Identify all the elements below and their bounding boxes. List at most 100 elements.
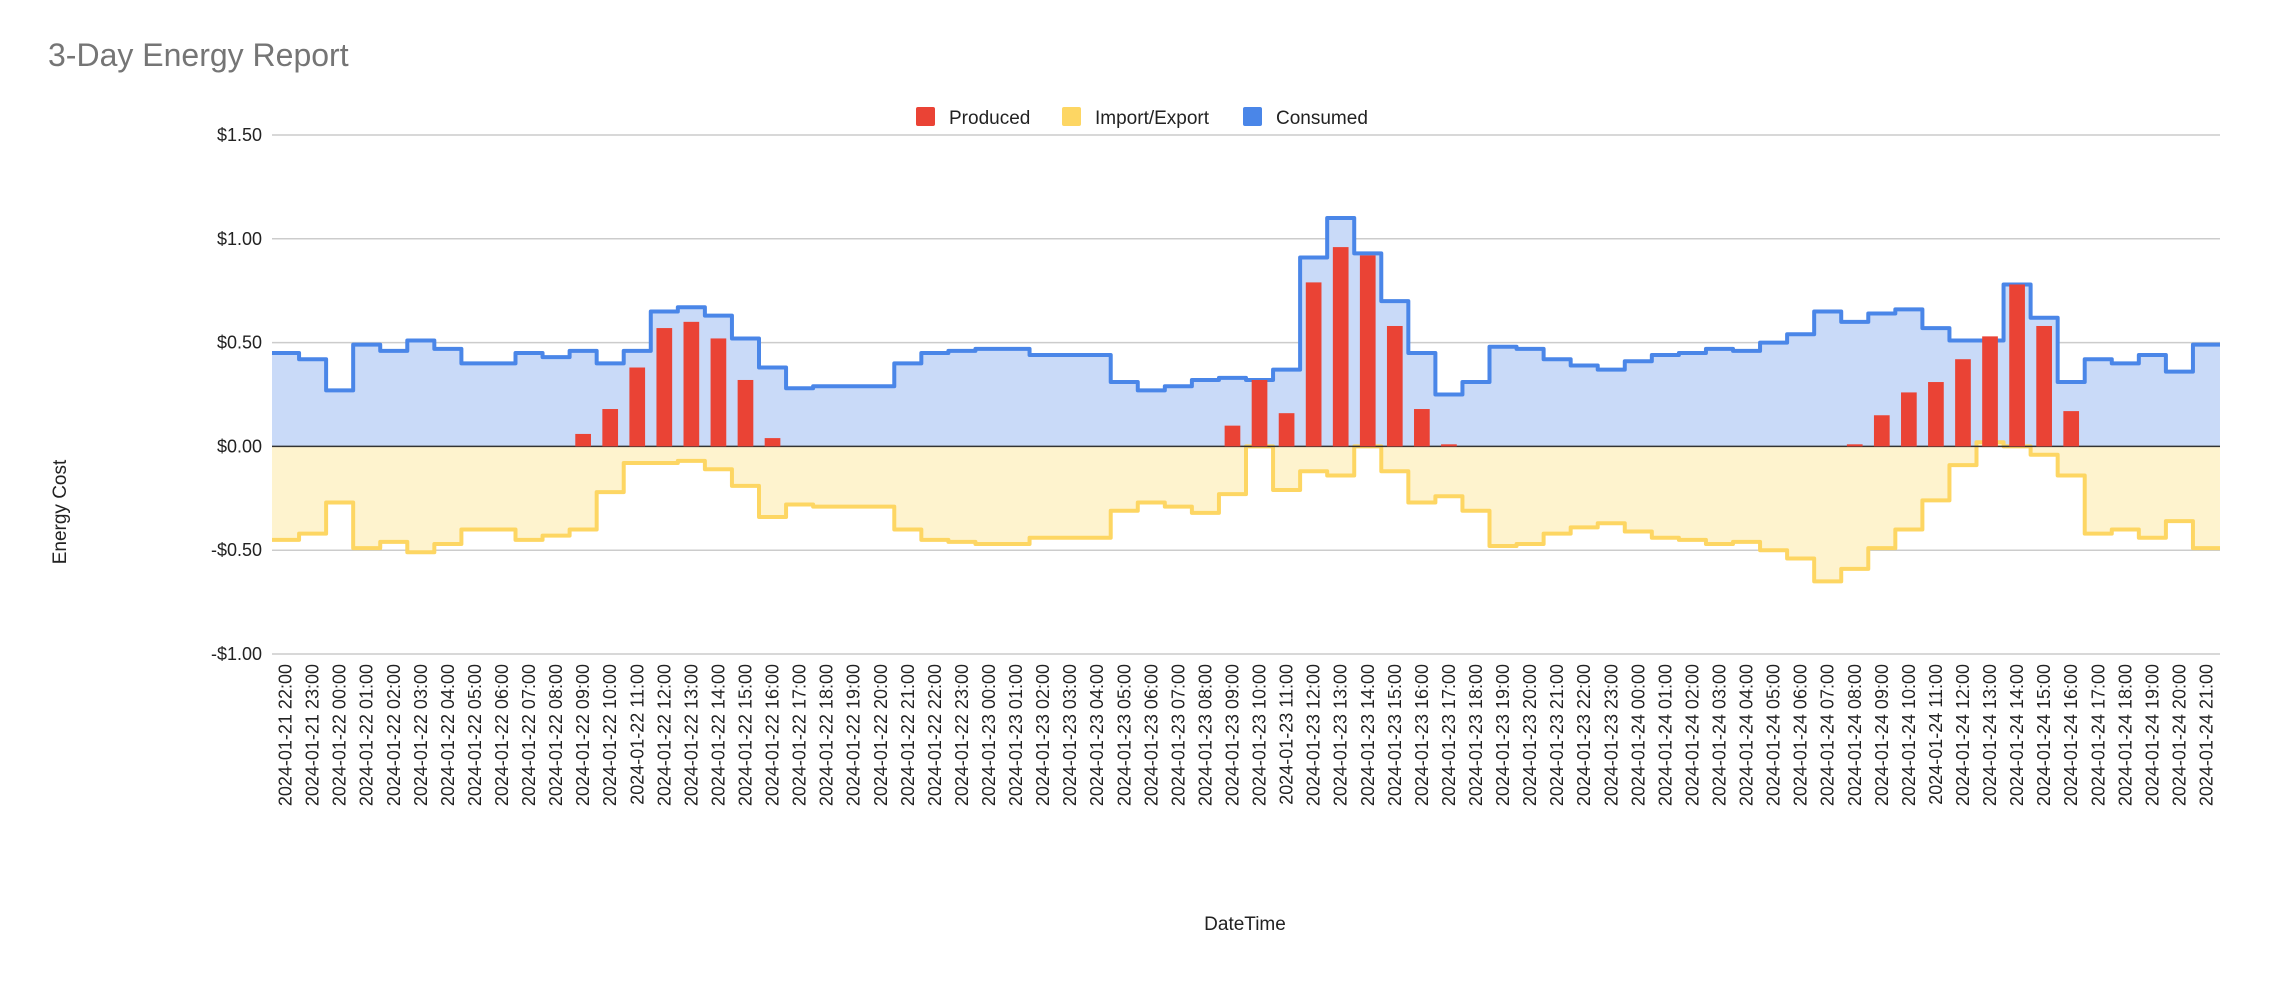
chart-title: 3-Day Energy Report [48, 37, 349, 73]
x-tick-label: 2024-01-23 04:00 [1087, 664, 1107, 806]
x-tick-label: 2024-01-24 06:00 [1791, 664, 1811, 806]
x-tick-label: 2024-01-22 14:00 [708, 664, 728, 806]
produced-bar [1901, 392, 1917, 447]
x-tick-label: 2024-01-23 00:00 [979, 664, 999, 806]
x-tick-label: 2024-01-22 08:00 [546, 664, 566, 806]
x-tick-label: 2024-01-24 16:00 [2061, 664, 2081, 806]
produced-bar [602, 409, 619, 447]
y-tick-label: $0.00 [217, 436, 262, 456]
x-tick-label: 2024-01-22 22:00 [925, 664, 945, 806]
y-axis-title: Energy Cost [50, 459, 71, 564]
x-tick-label: 2024-01-23 12:00 [1304, 664, 1324, 806]
produced-bar [1359, 255, 1376, 447]
x-tick-label: 2024-01-24 18:00 [2115, 664, 2135, 806]
x-tick-label: 2024-01-24 03:00 [1709, 664, 1729, 806]
legend-swatch [916, 107, 935, 126]
x-tick-label: 2024-01-23 08:00 [1195, 664, 1215, 806]
x-tick-label: 2024-01-22 07:00 [519, 664, 539, 806]
x-tick-label: 2024-01-24 17:00 [2088, 664, 2108, 806]
x-tick-label: 2024-01-24 14:00 [2007, 664, 2027, 806]
x-tick-label: 2024-01-22 13:00 [681, 664, 701, 806]
x-tick-label: 2024-01-22 15:00 [735, 664, 755, 806]
produced-bar [1414, 409, 1430, 447]
series-line [272, 216, 2220, 397]
x-tick-label: 2024-01-24 19:00 [2142, 664, 2162, 806]
x-tick-label: 2024-01-22 18:00 [817, 664, 837, 806]
series-produced-bars [575, 247, 2080, 447]
legend-label: Produced [949, 108, 1030, 129]
x-tick-label: 2024-01-23 20:00 [1520, 664, 1540, 806]
produced-bar [737, 379, 754, 447]
produced-bar [2009, 284, 2025, 447]
x-tick-label: 2024-01-23 18:00 [1466, 664, 1486, 806]
legend-item[interactable]: Import/Export [1062, 107, 1210, 129]
x-tick-label: 2024-01-22 16:00 [763, 664, 783, 806]
legend-swatch [1243, 107, 1262, 126]
x-axis-ticks: 2024-01-21 22:00 2024-01-21 23:00 2024-01-… [276, 664, 2217, 806]
legend-label: Consumed [1276, 108, 1368, 129]
x-tick-label: 2024-01-22 20:00 [871, 664, 891, 806]
x-tick-label: 2024-01-21 23:00 [303, 664, 323, 806]
produced-bar [1278, 413, 1295, 447]
legend-item[interactable]: Produced [916, 107, 1030, 129]
x-tick-label: 2024-01-22 09:00 [573, 664, 593, 806]
x-tick-label: 2024-01-23 01:00 [1006, 664, 1026, 806]
x-tick-label: 2024-01-24 13:00 [1980, 664, 2000, 806]
x-tick-label: 2024-01-24 07:00 [1818, 664, 1838, 806]
x-tick-label: 2024-01-23 03:00 [1060, 664, 1080, 806]
legend-item[interactable]: Consumed [1243, 107, 1368, 129]
x-tick-label: 2024-01-22 03:00 [411, 664, 431, 806]
x-axis-title: DateTime [1204, 914, 1286, 935]
legend-swatch [1062, 107, 1081, 126]
produced-bar [1955, 359, 1971, 447]
x-tick-label: 2024-01-24 08:00 [1845, 664, 1865, 806]
produced-bar [629, 367, 646, 447]
produced-bar [2036, 325, 2052, 447]
x-tick-label: 2024-01-24 11:00 [1926, 664, 1946, 805]
produced-bar [656, 328, 673, 447]
x-tick-label: 2024-01-23 02:00 [1033, 664, 1053, 806]
x-tick-label: 2024-01-23 19:00 [1493, 664, 1513, 806]
produced-bar [575, 433, 591, 447]
x-tick-label: 2024-01-23 07:00 [1168, 664, 1188, 806]
series-line [272, 440, 2220, 584]
y-tick-label: $0.50 [217, 333, 262, 353]
x-tick-label: 2024-01-22 01:00 [357, 664, 377, 806]
series-1 [272, 440, 2220, 584]
produced-bar [1873, 415, 1890, 447]
x-tick-label: 2024-01-24 01:00 [1655, 664, 1675, 806]
x-tick-label: 2024-01-24 02:00 [1682, 664, 1702, 806]
produced-bar [1305, 282, 1322, 447]
x-tick-label: 2024-01-24 12:00 [1953, 664, 1973, 806]
x-tick-label: 2024-01-22 02:00 [384, 664, 404, 806]
y-tick-label: $1.50 [217, 125, 262, 145]
produced-bar [1224, 425, 1241, 447]
x-tick-label: 2024-01-23 15:00 [1385, 664, 1405, 806]
x-tick-label: 2024-01-23 13:00 [1331, 664, 1351, 806]
y-tick-label: -$1.00 [211, 644, 262, 664]
x-tick-label: 2024-01-22 19:00 [844, 664, 864, 806]
x-tick-label: 2024-01-24 09:00 [1872, 664, 1892, 806]
produced-bar [1846, 444, 1863, 447]
x-tick-label: 2024-01-22 17:00 [790, 664, 810, 806]
y-axis-ticks: $1.50 $1.00 $0.50 $0.00 -$0.50 -$1.00 [211, 125, 262, 664]
series-area-fill [272, 218, 2220, 447]
x-tick-label: 2024-01-24 20:00 [2169, 664, 2189, 806]
produced-bar [1928, 382, 1944, 447]
x-tick-label: 2024-01-23 10:00 [1250, 664, 1270, 806]
series-layer [272, 216, 2220, 584]
x-tick-label: 2024-01-22 10:00 [600, 664, 620, 806]
x-tick-label: 2024-01-23 09:00 [1222, 664, 1242, 806]
x-tick-label: 2024-01-22 05:00 [465, 664, 485, 806]
x-tick-label: 2024-01-21 22:00 [276, 664, 296, 806]
x-tick-label: 2024-01-23 06:00 [1141, 664, 1161, 806]
x-tick-label: 2024-01-23 23:00 [1601, 664, 1621, 806]
x-tick-label: 2024-01-23 21:00 [1547, 664, 1567, 806]
x-tick-label: 2024-01-23 05:00 [1114, 664, 1134, 806]
produced-bar [1441, 444, 1457, 447]
x-tick-label: 2024-01-24 15:00 [2034, 664, 2054, 806]
legend: Produced Import/Export Consumed [916, 107, 1368, 129]
x-tick-label: 2024-01-22 23:00 [952, 664, 972, 806]
